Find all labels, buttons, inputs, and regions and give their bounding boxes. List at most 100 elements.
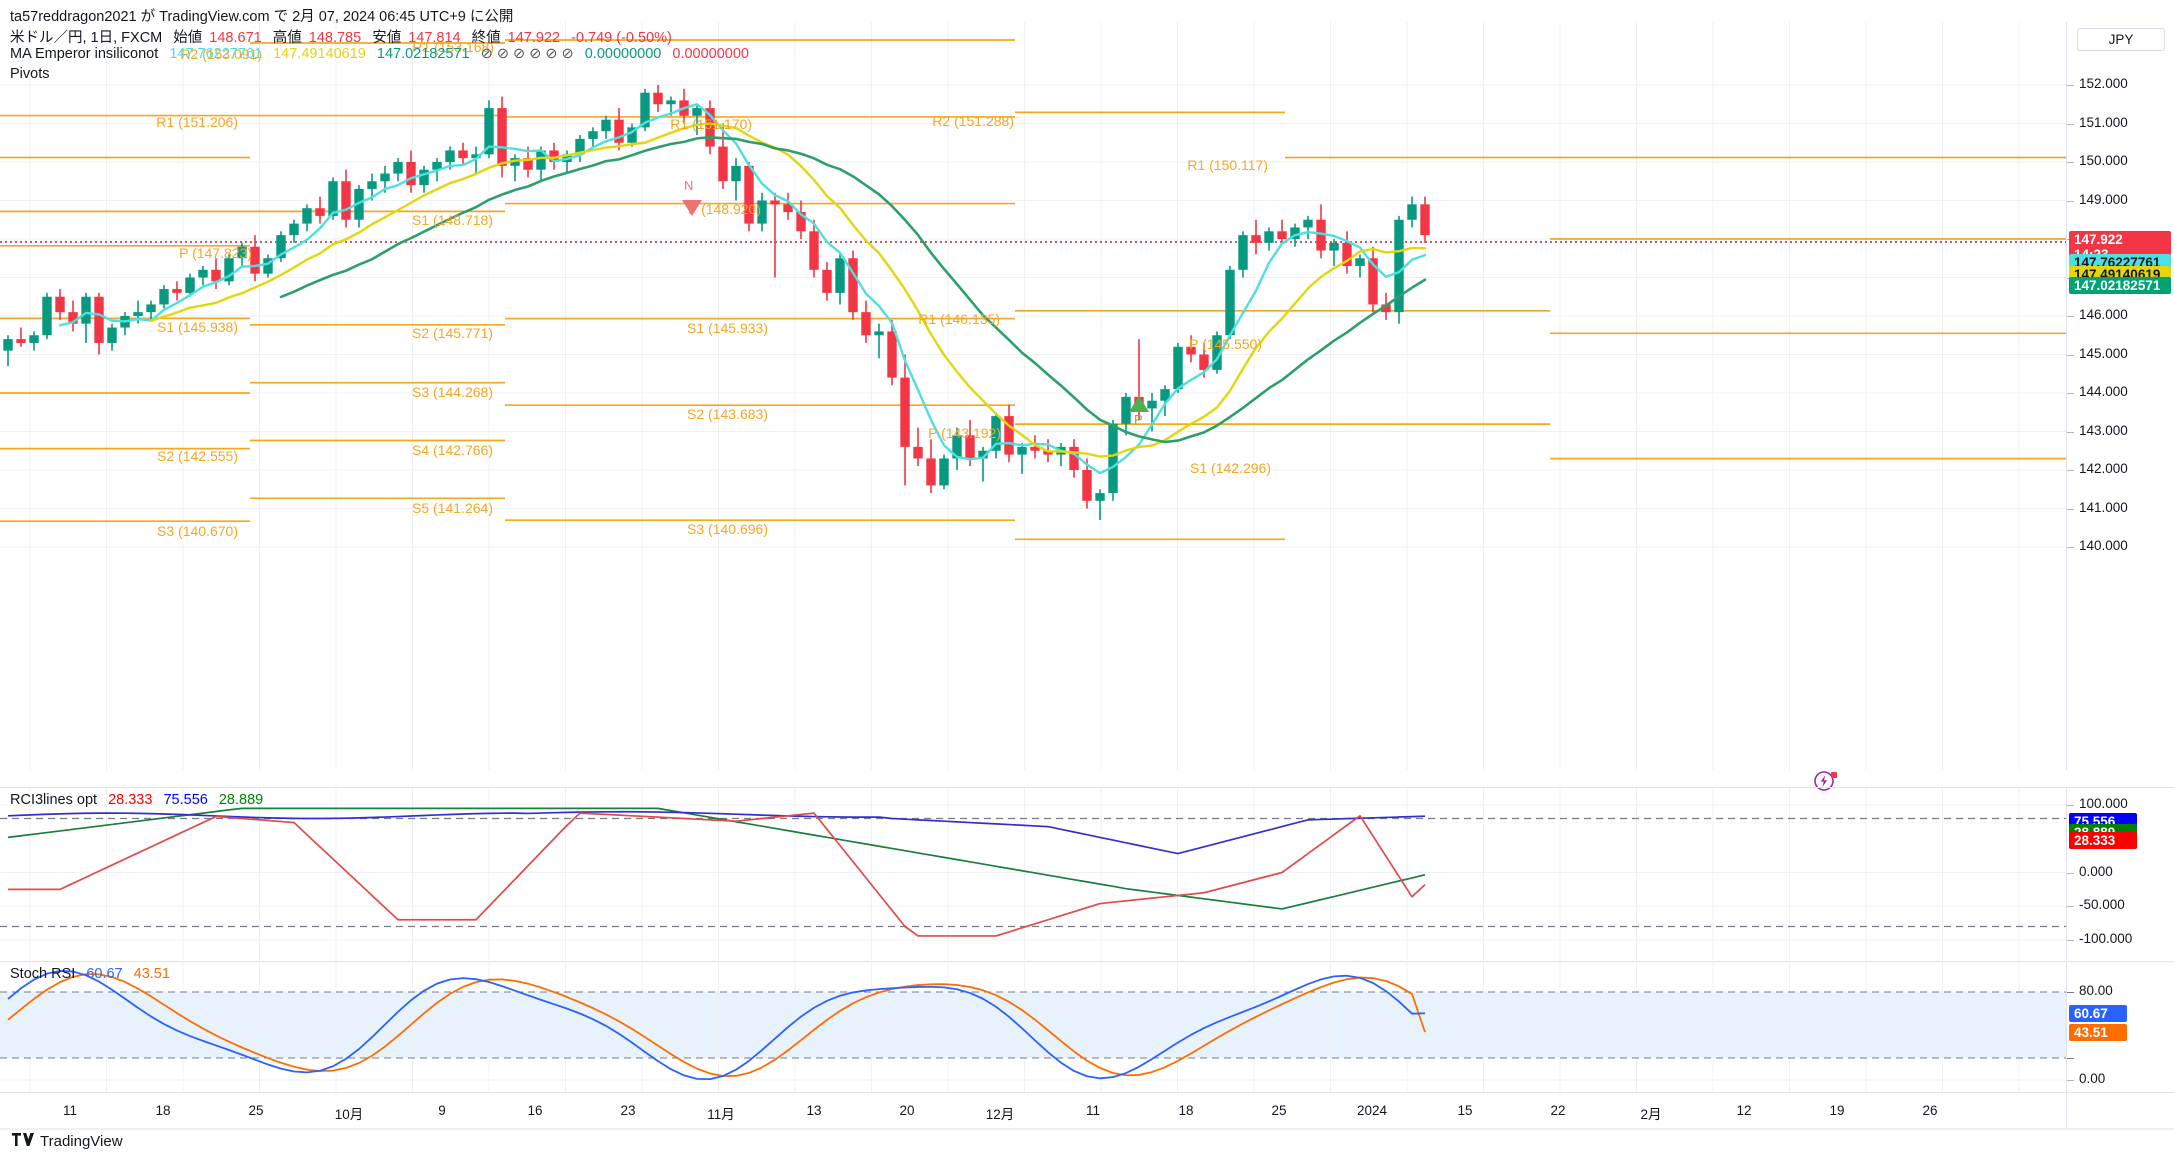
price-axis-tick: 150.000 [2079,153,2128,168]
price-axis-stoch[interactable]: 80.00 0.00 60.67 43.51 [2066,962,2174,1092]
price-chart-pane[interactable] [0,22,2066,770]
rci-red-badge[interactable]: 28.333 [2069,832,2137,850]
low-value: 147.814 [408,30,461,46]
buy-arrow-marker: P [1126,394,1152,427]
stoch-legend-row[interactable]: Stoch RSI 60.67 43.51 [10,966,170,982]
price-axis-tick-mark [2067,431,2074,433]
time-axis-tick: 2024 [1356,1103,1388,1118]
price-axis-tick-mark [2067,547,2074,548]
pivot-label: P (147.823) [179,245,252,261]
pivot-label: R1 (153.168) [412,39,494,55]
stoch-indicator-name: Stoch RSI [10,966,76,982]
high-label: 高値 [272,30,302,46]
ma-value-3: 147.02182571 [376,46,470,62]
time-axis-tick: 11月 [707,1107,735,1122]
time-axis-tick: 18 [1178,1103,1194,1118]
price-axis-tick: 145.000 [2079,345,2128,361]
stoch-d-badge[interactable]: 43.51 [2069,1024,2127,1042]
change-value: -0.749 (-0.50%) [571,30,672,46]
time-axis-tick: 2月 [1640,1107,1662,1122]
stoch-axis-tick: 80.00 [2079,983,2113,998]
time-axis-tick: 12 [1736,1103,1752,1118]
stoch-value-k: 60.67 [86,966,123,982]
price-axis-tick: 143.000 [2079,422,2128,438]
time-axis-tick: 9 [438,1103,446,1118]
stoch-k-badge[interactable]: 60.67 [2069,1005,2127,1023]
symbol-legend-row[interactable]: 米ドル／円, 1日, FXCM 始値 148.671 高値 148.785 安値 14… [10,26,672,47]
time-axis-tick: 12月 [985,1107,1015,1122]
price-axis-tick-mark [2067,470,2074,471]
pivot-label: S1 (145.938) [157,319,238,335]
time-axis-tick: 18 [155,1103,171,1118]
price-axis-tick: 144.000 [2079,384,2128,399]
open-label: 始値 [173,30,203,46]
pivot-label: S4 (142.766) [412,442,493,458]
rci-axis-tick: -50.000 [2079,897,2125,913]
rci-axis-tick: -100.000 [2079,931,2133,946]
rci-axis-tick: 0.000 [2079,863,2113,879]
pivots-legend-row[interactable]: Pivots [10,66,50,82]
rci-indicator-pane[interactable] [0,788,2066,960]
price-axis-tick-mark [2067,316,2074,317]
close-value: 147.922 [507,30,561,46]
ma-indicator-name: MA Emperor insiliconot [10,46,159,62]
high-value: 148.785 [308,30,362,46]
marker-label-p: P [1134,412,1143,427]
time-axis-tick: 10月 [334,1107,364,1122]
last-price-value: 147.922 [2074,232,2123,247]
low-label: 安値 [372,30,402,46]
price-axis-tick: 142.000 [2079,461,2128,476]
pivot-label: S3 (144.268) [412,384,493,400]
lightning-badge-icon[interactable] [1813,767,1839,793]
stochrsi-indicator-pane[interactable] [0,962,2066,1092]
pivot-label: R1 (151.170) [670,116,752,132]
ma-zero-1: 0.00000000 [584,46,662,62]
rci-axis-tick-mark [2067,805,2074,806]
ma-na-values: ⊘ ⊘ ⊘ ⊘ ⊘ ⊘ [480,46,574,62]
time-axis[interactable]: 11 18 25 10月 9 16 23 11月 13 20 12月 11 18 25 2024 15 22 2月… [0,1092,2066,1128]
pivot-label: P (143.192) [928,425,1001,441]
stoch-level-mark [2067,992,2074,993]
rci-value-red: 28.333 [108,792,153,808]
pivot-label: S5 (141.264) [412,500,493,516]
pivot-label: R2 (151.288) [932,113,1014,129]
pivots-indicator-name: Pivots [10,66,50,82]
ma-legend-row[interactable]: MA Emperor insiliconot 147.76227761 147.… [10,46,749,62]
time-axis-tick: 20 [899,1103,915,1118]
rci-axis-tick: 100.000 [2079,796,2128,811]
pivot-label: S1 (148.718) [412,212,493,228]
price-axis-tick-mark [2067,123,2074,125]
price-axis-tick: 151.000 [2079,114,2128,130]
stoch-level-mark [2067,1058,2074,1059]
ma-value-2: 147.49140619 [273,46,366,62]
pivot-label: P (145.550) [1189,336,1262,352]
rci-value-green: 28.889 [218,792,264,808]
tradingview-brand-text: TradingView [40,1133,123,1150]
published-byline: ta57reddragon2021 が TradingView.com で 2月… [10,9,514,25]
pivot-label: S3 (140.696) [687,521,768,537]
ma-zero-2: 0.00000000 [672,46,749,62]
price-axis-tick-mark [2067,354,2074,356]
currency-pill[interactable]: JPY [2077,28,2165,51]
marker-label-n: N [684,178,694,193]
price-axis-tick: 140.000 [2079,538,2128,553]
time-axis-corner[interactable] [2066,1092,2174,1128]
stochrsi-chart-canvas [0,962,2066,1092]
pivot-label: S2 (143.683) [687,406,768,422]
price-axis-tick-mark [2067,162,2074,163]
price-axis-tick-mark [2067,393,2074,394]
close-label: 終値 [471,30,501,46]
pane-divider-rci [0,787,2174,788]
price-axis-tick: 146.000 [2079,307,2128,322]
ma3-badge[interactable]: 147.02182571 [2069,276,2171,294]
symbol-title: 米ドル／円, 1日, FXCM [10,30,163,46]
stoch-axis-tick: 0.00 [2079,1071,2106,1086]
tradingview-brand: TradingView [12,1133,123,1150]
pivot-label: S2 (142.555) [157,448,238,464]
tradingview-logo-icon [12,1133,34,1150]
pane-divider-stoch [0,961,2174,962]
price-axis-tick: 152.000 [2079,76,2128,91]
price-axis-rci[interactable]: 100.0000.000-50.000-100.00075.55628.8892… [2066,788,2174,960]
price-axis-main[interactable]: JPY 152.000151.000150.000149.000148.0001… [2066,22,2174,770]
rci-legend-row[interactable]: RCI3lines opt 28.333 75.556 28.889 [10,792,263,808]
